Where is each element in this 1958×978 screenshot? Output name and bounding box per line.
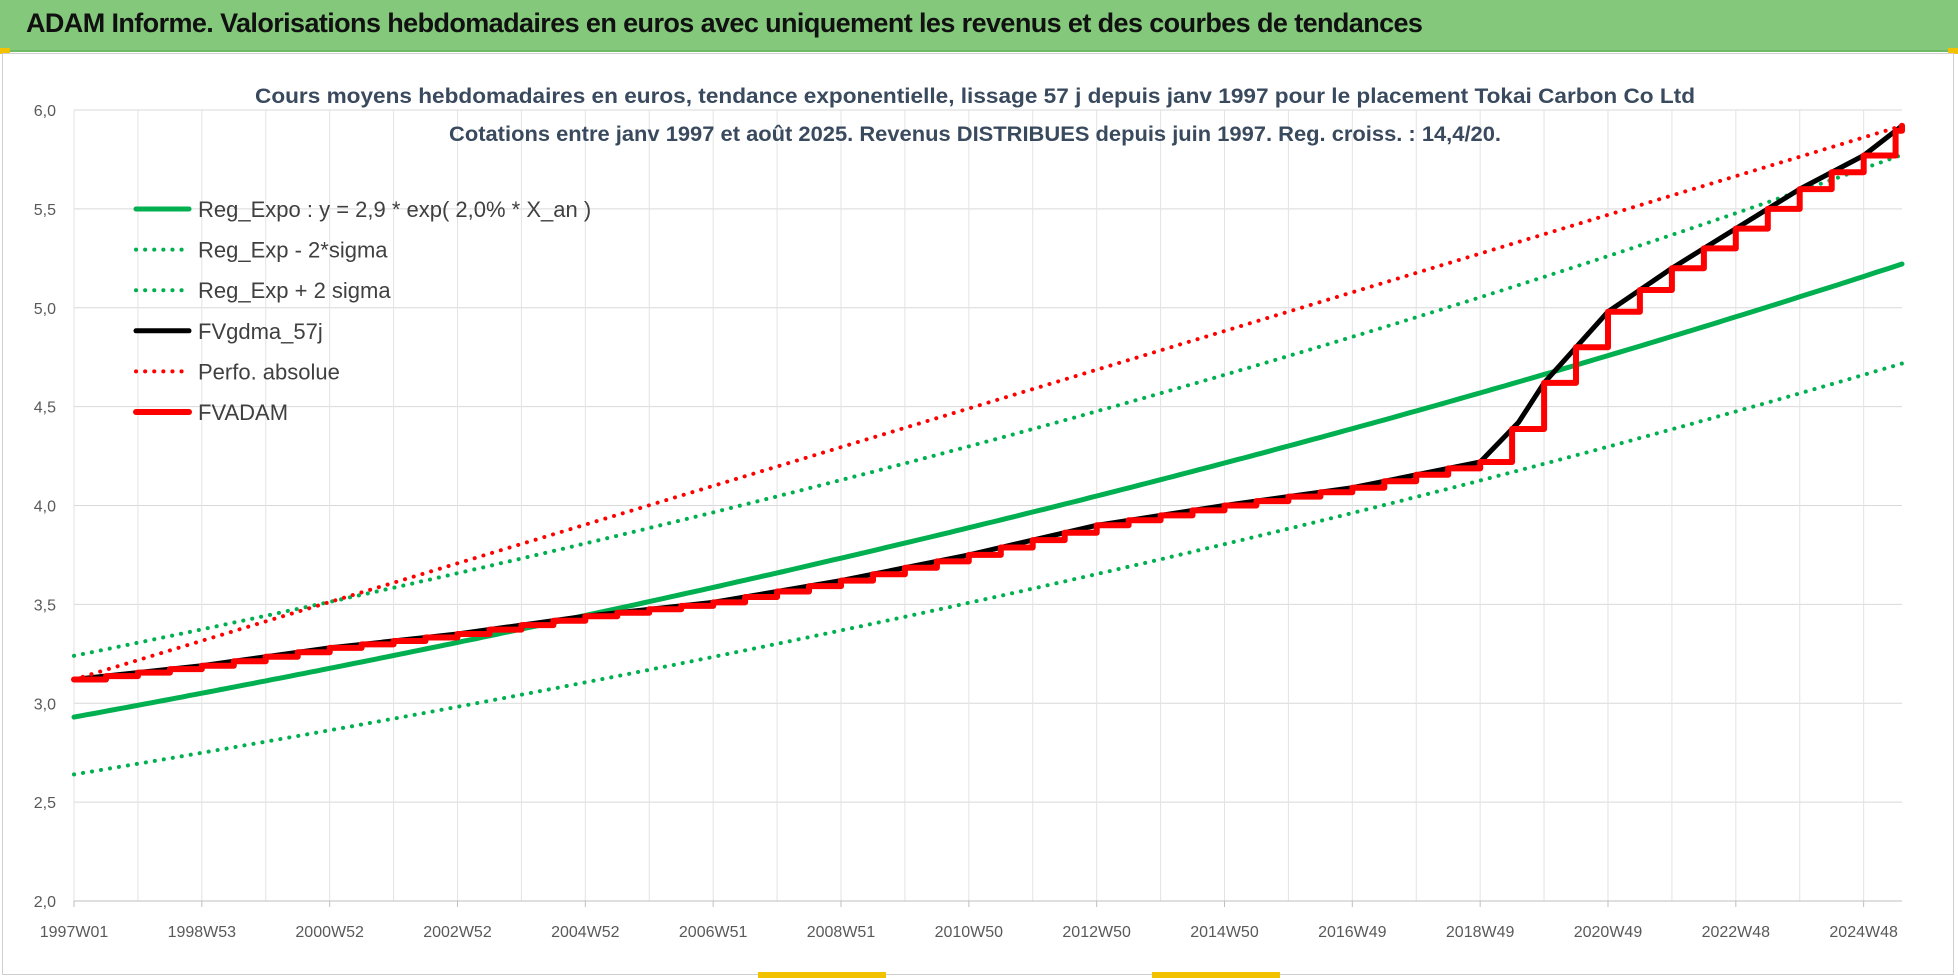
header-band: ADAM Informe. Valorisations hebdomadaire… <box>0 0 1958 52</box>
bottom-marker-left <box>758 972 886 978</box>
grid-layer <box>73 109 1902 902</box>
x-tick-label: 2012W50 <box>1062 924 1131 941</box>
y-tick-label: 4,0 <box>34 499 56 516</box>
corner-marker-left <box>0 48 10 54</box>
series-line-5 <box>71 122 1905 683</box>
axis-layer: 2,0 2,5 3,0 3,5 4,0 4,5 5,0 5,5 6,0 1997W01 1998W5… <box>34 103 1902 941</box>
legend-label: FVgdma_57j <box>198 319 323 344</box>
y-tick-label: 4,5 <box>34 400 56 417</box>
y-tick-label: 2,5 <box>34 795 56 812</box>
x-tick-label: 2022W48 <box>1702 924 1771 941</box>
legend-label: FVADAM <box>198 400 288 425</box>
x-tick-label: 1997W01 <box>40 924 109 941</box>
series-line-4 <box>72 123 1904 682</box>
x-tick-label: 2020W49 <box>1574 924 1643 941</box>
x-tick-label: 2004W52 <box>551 924 620 941</box>
corner-marker-right <box>1948 48 1958 54</box>
x-tick-label: 2010W50 <box>935 924 1004 941</box>
y-tick-label: 2,0 <box>34 894 56 911</box>
y-tick-label: 3,0 <box>34 696 56 713</box>
legend: Reg_Expo : y = 2,9 * exp( 2,0% * X_an ) R… <box>133 197 591 425</box>
legend-label: Reg_Expo : y = 2,9 * exp( 2,0% * X_an ) <box>198 197 591 222</box>
x-tick-label: 2002W52 <box>423 924 492 941</box>
y-tick-label: 5,5 <box>34 202 56 219</box>
x-tick-label: 2006W51 <box>679 924 748 941</box>
y-tick-label: 3,5 <box>34 597 56 614</box>
x-tick-label: 2008W51 <box>807 924 876 941</box>
y-tick-label: 6,0 <box>34 103 56 120</box>
series-line-2 <box>72 152 1904 658</box>
chart-title-line-2: Cotations entre janv 1997 et août 2025. … <box>449 123 1501 146</box>
series-line-0 <box>71 261 1905 720</box>
y-tick-label: 5,0 <box>34 301 56 318</box>
header-title: ADAM Informe. Valorisations hebdomadaire… <box>26 8 1423 38</box>
x-tick-label: 2024W48 <box>1829 924 1898 941</box>
x-tick-label: 2018W49 <box>1446 924 1515 941</box>
x-tick-label: 2014W50 <box>1190 924 1259 941</box>
legend-label: Perfo. absolue <box>198 359 340 384</box>
series-layer <box>71 122 1905 777</box>
chart-frame <box>2 53 1954 975</box>
chart-title-line-1: Cours moyens hebdomadaires en euros, ten… <box>255 85 1695 108</box>
legend-label: Reg_Exp - 2*sigma <box>198 238 388 263</box>
x-tick-label: 2016W49 <box>1318 924 1387 941</box>
x-tick-label: 1998W53 <box>168 924 237 941</box>
legend-label: Reg_Exp + 2 sigma <box>198 278 391 303</box>
x-tick-label: 2000W52 <box>295 924 364 941</box>
series-line-1 <box>72 361 1904 777</box>
bottom-marker-right <box>1152 972 1280 978</box>
